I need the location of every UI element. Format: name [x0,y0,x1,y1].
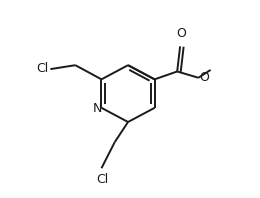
Text: Cl: Cl [96,172,108,186]
Text: O: O [176,27,186,40]
Text: N: N [93,102,102,115]
Text: Cl: Cl [37,62,49,75]
Text: O: O [200,71,210,84]
